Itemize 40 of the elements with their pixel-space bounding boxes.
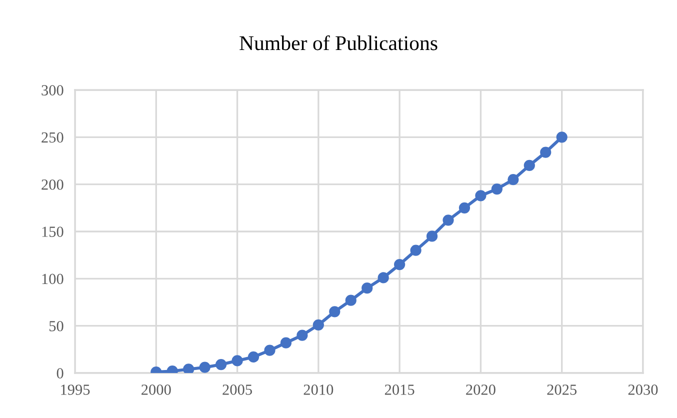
y-tick-label: 300 <box>42 85 64 96</box>
point <box>378 272 389 284</box>
point <box>426 230 438 242</box>
x-tick-label: 1995 <box>61 384 90 395</box>
chart-title: Number of Publications <box>240 35 438 50</box>
point <box>394 258 406 270</box>
point <box>216 358 227 370</box>
point <box>475 190 486 202</box>
point <box>296 330 308 341</box>
point <box>232 355 243 366</box>
x-tick-label: 2000 <box>142 384 171 395</box>
point <box>199 362 210 373</box>
x-tick-label: 2015 <box>384 384 414 395</box>
y-tick-label: 150 <box>42 226 64 237</box>
point <box>280 337 292 348</box>
point <box>362 282 373 294</box>
point <box>183 364 194 373</box>
point <box>329 306 340 318</box>
x-tick-label: 2030 <box>628 384 658 395</box>
point <box>508 174 519 186</box>
point <box>524 160 535 172</box>
y-tick-label: 50 <box>50 320 64 332</box>
x-tick-label: 2005 <box>222 384 252 395</box>
y-tick-label: 100 <box>42 274 64 284</box>
point <box>556 132 568 143</box>
point <box>458 202 470 214</box>
point <box>410 244 422 256</box>
y-tick-label: 250 <box>42 132 64 143</box>
x-tick-label: 2010 <box>304 384 334 395</box>
point <box>248 351 260 363</box>
point <box>345 294 356 306</box>
x-tick-label: 2020 <box>466 384 496 395</box>
point <box>491 183 502 195</box>
point <box>312 319 324 330</box>
point <box>442 214 454 226</box>
point <box>264 344 276 356</box>
point <box>540 146 552 158</box>
y-tick-label: 0 <box>56 368 64 378</box>
y-tick-label: 200 <box>42 179 64 190</box>
x-tick-label: 2025 <box>547 384 577 395</box>
